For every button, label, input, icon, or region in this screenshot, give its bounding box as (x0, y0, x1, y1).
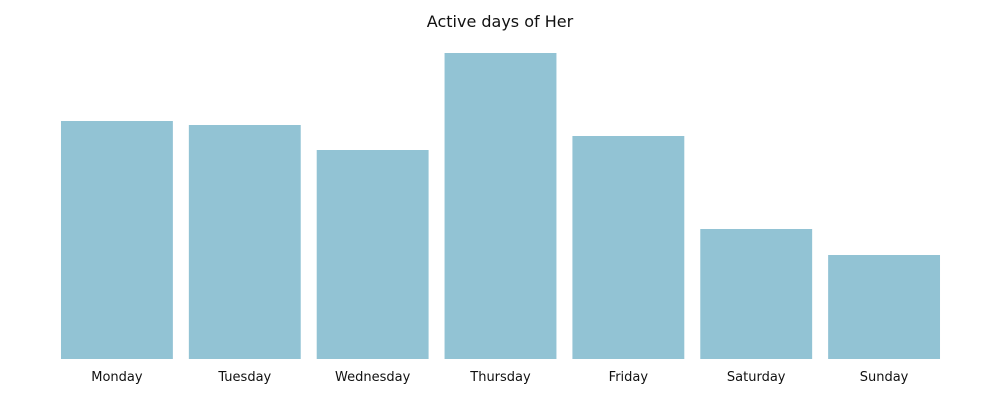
x-tick-label-saturday: Saturday (727, 370, 786, 385)
bar-wednesday (316, 150, 429, 359)
bar-friday (572, 136, 685, 359)
bar-sunday (828, 255, 941, 359)
bars-group (60, 53, 941, 359)
x-tick-labels: Monday Tuesday Wednesday Thursday Friday Satu… (91, 370, 908, 385)
bar-tuesday (188, 125, 301, 359)
x-tick-label-thursday: Thursday (469, 370, 531, 385)
bar-monday (60, 121, 173, 359)
bar-saturday (700, 229, 813, 359)
x-tick-label-sunday: Sunday (860, 370, 909, 385)
chart-title: Active days of Her (427, 12, 574, 31)
x-tick-label-wednesday: Wednesday (335, 370, 411, 385)
x-tick-label-tuesday: Tuesday (217, 370, 271, 385)
bar-thursday (444, 53, 557, 359)
x-tick-label-monday: Monday (91, 370, 143, 385)
x-tick-label-friday: Friday (609, 370, 649, 385)
